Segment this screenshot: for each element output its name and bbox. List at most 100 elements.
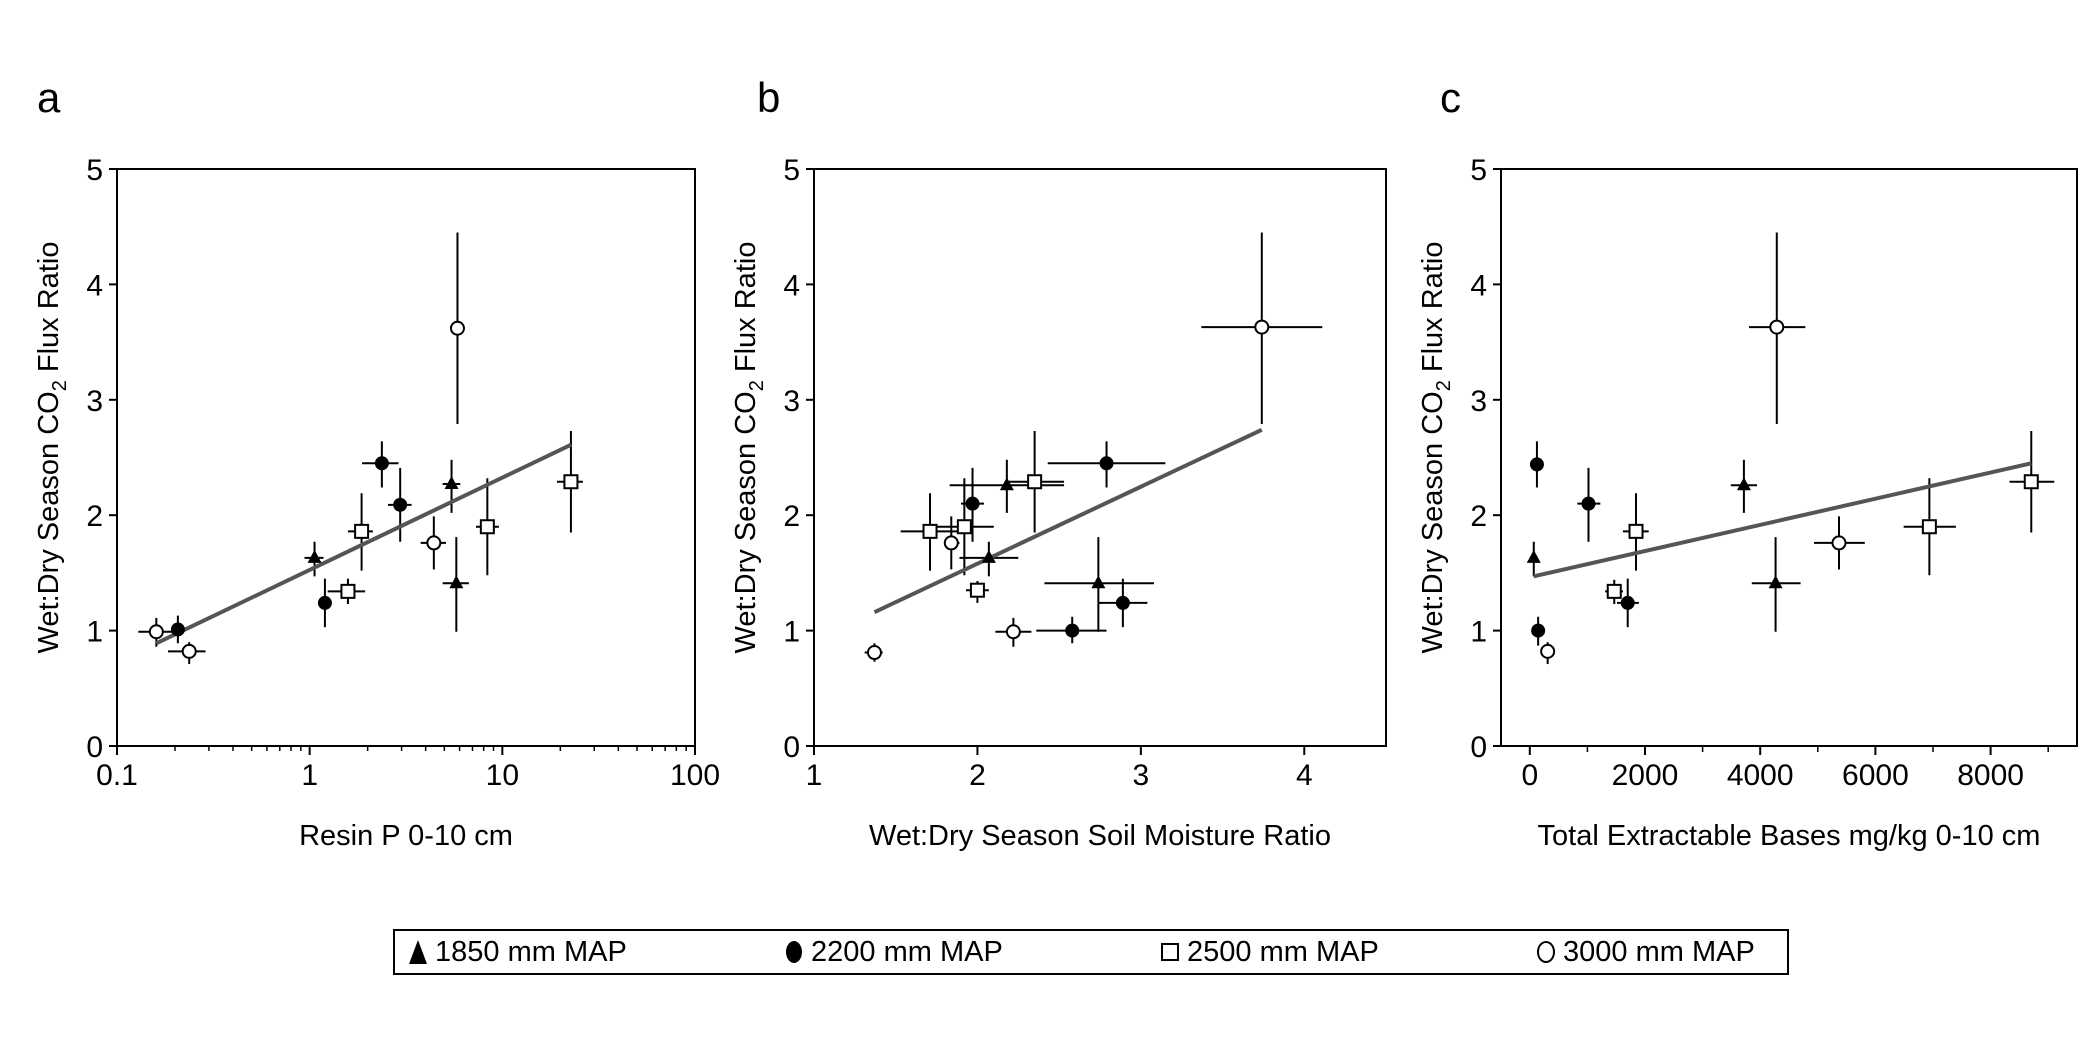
marker-open-circle	[1254, 319, 1270, 335]
marker-open-square	[340, 583, 356, 599]
x-tick-label: 6000	[1842, 759, 1909, 792]
open-circle-icon	[1537, 941, 1555, 963]
x-tick-label: 2000	[1612, 759, 1679, 792]
y-tick-label: 0	[783, 731, 800, 764]
x-tick-label: 0.1	[96, 759, 138, 792]
x-tick-label: 1	[806, 759, 823, 792]
marker-open-circle	[1005, 624, 1021, 640]
marker-open-circle	[1831, 535, 1847, 551]
legend-item-1850: 1850 mm MAP	[407, 931, 627, 973]
x-tick-label: 0	[1521, 759, 1538, 792]
y-axis-label: Wet:Dry Season CO2 Flux Ratio	[33, 242, 71, 654]
x-tick-label: 100	[670, 759, 720, 792]
marker-triangle	[444, 476, 459, 490]
filled-triangle-icon	[409, 940, 427, 964]
open-square-icon	[1161, 943, 1179, 961]
x-axis-label: Total Extractable Bases mg/kg 0-10 cm	[1538, 820, 2041, 852]
marker-triangle	[981, 549, 996, 563]
marker-open-circle	[1769, 319, 1785, 335]
x-tick-label: 2	[969, 759, 986, 792]
regression-line	[155, 443, 572, 646]
panel-label: a	[37, 74, 61, 121]
x-tick-label: 4	[1296, 759, 1313, 792]
y-tick-label: 4	[783, 269, 800, 302]
x-tick-label: 3	[1133, 759, 1150, 792]
marker-open-square	[969, 582, 985, 598]
x-tick-label: 4000	[1727, 759, 1794, 792]
y-tick-label: 4	[86, 269, 103, 302]
panel-label: c	[1440, 74, 1461, 121]
x-axis-label: Resin P 0-10 cm	[299, 820, 513, 852]
y-tick-label: 1	[86, 616, 103, 649]
legend-label: 1850 mm MAP	[435, 935, 627, 968]
marker-triangle	[1736, 477, 1751, 491]
y-axis-label: Wet:Dry Season CO2 Flux Ratio	[730, 242, 768, 654]
marker-filled-circle	[1531, 623, 1546, 638]
marker-open-circle	[866, 645, 882, 661]
marker-triangle	[1768, 575, 1783, 589]
regression-line	[873, 427, 1263, 614]
y-tick-label: 0	[86, 731, 103, 764]
marker-open-square	[922, 523, 938, 539]
marker-filled-circle	[317, 595, 332, 610]
y-tick-label: 3	[1470, 385, 1487, 418]
marker-filled-circle	[965, 496, 980, 511]
marker-open-circle	[181, 643, 197, 659]
marker-open-circle	[426, 535, 442, 551]
marker-open-circle	[943, 535, 959, 551]
plot-frame	[116, 168, 696, 747]
legend-label: 2200 mm MAP	[811, 935, 1003, 968]
legend-label: 2500 mm MAP	[1187, 935, 1379, 968]
y-tick-label: 5	[783, 154, 800, 187]
panel-a: a 0 1 2 3 4 5 0.1 1 10 100 Resin P 0-10 cm Wet:Dry S…	[33, 74, 720, 852]
panel-c: c 0 1 2 3 4 5 0 2000 4000 6000 8000 Total Extractabl…	[1417, 74, 2078, 852]
y-tick-label: 2	[86, 500, 103, 533]
x-tick-label: 10	[486, 759, 519, 792]
marker-open-square	[479, 519, 495, 535]
marker-filled-circle	[393, 497, 408, 512]
marker-open-circle	[148, 624, 164, 640]
legend-item-2500: 2500 mm MAP	[1159, 931, 1379, 973]
marker-open-square	[1921, 519, 1937, 535]
marker-triangle	[307, 549, 322, 563]
marker-triangle	[1526, 549, 1541, 563]
y-tick-label: 1	[1470, 616, 1487, 649]
marker-open-square	[2023, 474, 2039, 490]
x-tick-label: 8000	[1957, 759, 2024, 792]
marker-filled-circle	[1581, 496, 1596, 511]
legend-item-3000: 3000 mm MAP	[1535, 931, 1755, 973]
marker-triangle	[449, 575, 464, 589]
y-tick-label: 2	[783, 500, 800, 533]
y-tick-label: 4	[1470, 269, 1487, 302]
marker-filled-circle	[1099, 456, 1114, 471]
y-tick-label: 3	[86, 385, 103, 418]
legend-item-2200: 2200 mm MAP	[783, 931, 1003, 973]
plot-frame	[1500, 168, 2078, 747]
marker-open-square	[956, 519, 972, 535]
marker-filled-circle	[1065, 623, 1080, 638]
y-tick-label: 5	[86, 154, 103, 187]
filled-circle-icon	[786, 941, 802, 963]
marker-filled-circle	[374, 456, 389, 471]
y-tick-label: 3	[783, 385, 800, 418]
y-tick-label: 0	[1470, 731, 1487, 764]
marker-filled-circle	[170, 622, 185, 637]
marker-filled-circle	[1620, 595, 1635, 610]
marker-open-square	[563, 474, 579, 490]
marker-open-square	[1027, 474, 1043, 490]
marker-open-square	[354, 523, 370, 539]
marker-open-square	[1628, 523, 1644, 539]
plot-frame	[813, 168, 1387, 747]
y-tick-label: 2	[1470, 500, 1487, 533]
marker-triangle	[1091, 575, 1106, 589]
marker-filled-circle	[1115, 595, 1130, 610]
regression-line	[1533, 461, 2032, 579]
panel-label: b	[757, 74, 780, 121]
marker-filled-circle	[1529, 457, 1544, 472]
x-tick-label: 1	[301, 759, 318, 792]
marker-open-circle	[449, 320, 465, 336]
marker-open-square	[1606, 583, 1622, 599]
legend-label: 3000 mm MAP	[1563, 935, 1755, 968]
y-tick-label: 1	[783, 616, 800, 649]
